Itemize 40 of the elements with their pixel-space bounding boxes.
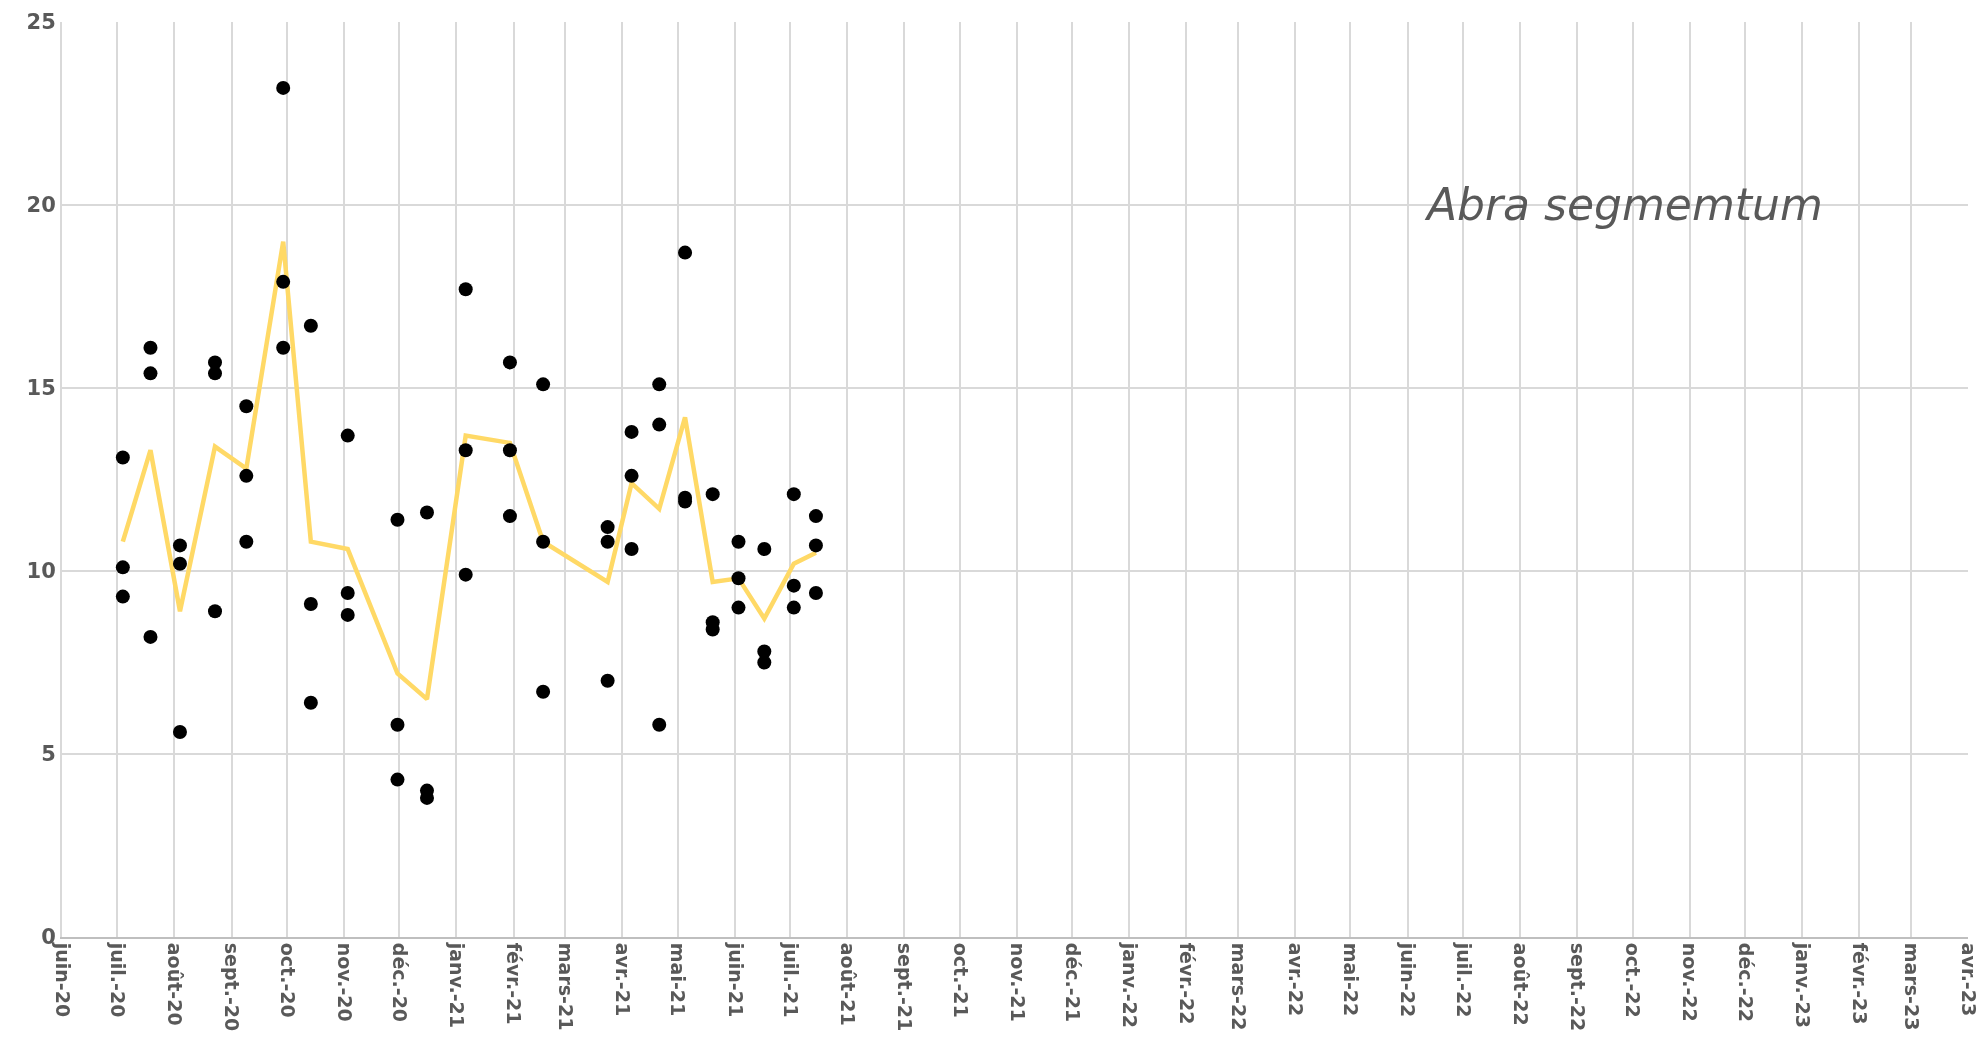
x-tick-label: sept.-21 bbox=[894, 942, 917, 1032]
x-tick-label: déc.-20 bbox=[389, 942, 412, 1023]
x-tick-label: janv.-21 bbox=[446, 941, 469, 1029]
x-tick-label: avr.-23 bbox=[1957, 942, 1980, 1017]
y-tick-label: 15 bbox=[26, 376, 56, 401]
x-tick-label: déc.-21 bbox=[1061, 942, 1084, 1023]
x-tick-label: mai-22 bbox=[1340, 942, 1363, 1017]
x-tick-label: févr.-21 bbox=[503, 942, 526, 1025]
x-tick-label: juil.-22 bbox=[1452, 941, 1475, 1018]
x-tick-label: août-22 bbox=[1509, 942, 1532, 1026]
y-tick-label: 5 bbox=[41, 742, 56, 767]
x-tick-label: nov.-20 bbox=[333, 942, 356, 1022]
x-tick-label: avr.-21 bbox=[612, 942, 635, 1017]
y-tick-label: 25 bbox=[26, 10, 56, 35]
x-tick-label: mai-21 bbox=[667, 942, 690, 1017]
x-tick-label: févr.-23 bbox=[1849, 942, 1872, 1025]
x-tick-label: déc.-22 bbox=[1734, 942, 1757, 1023]
x-tick-label: juin-22 bbox=[1397, 941, 1420, 1018]
x-tick-label: juin-21 bbox=[724, 941, 747, 1018]
x-tick-label: oct.-20 bbox=[276, 942, 299, 1018]
y-tick-label: 20 bbox=[26, 193, 56, 218]
y-tick-label: 10 bbox=[26, 559, 56, 584]
x-tick-label: nov.-22 bbox=[1679, 942, 1702, 1022]
x-tick-label: juil.-20 bbox=[107, 941, 130, 1018]
x-tick-label: août-20 bbox=[164, 942, 187, 1026]
x-tick-label: août-21 bbox=[837, 942, 860, 1026]
x-tick-label: sept.-22 bbox=[1567, 942, 1590, 1032]
x-tick-label: mars-21 bbox=[555, 942, 578, 1031]
x-tick-label: sept.-20 bbox=[221, 942, 244, 1032]
x-tick-label: mars-23 bbox=[1900, 942, 1923, 1031]
x-tick-label: juil.-21 bbox=[779, 941, 802, 1018]
annotation: Abra segmemtum bbox=[1424, 179, 1823, 230]
x-tick-label: nov.-21 bbox=[1006, 942, 1029, 1022]
x-tick-label: avr.-22 bbox=[1285, 942, 1308, 1017]
x-tick-label: oct.-22 bbox=[1622, 942, 1645, 1018]
x-tick-label: janv.-23 bbox=[1791, 941, 1814, 1029]
x-tick-label: mars-22 bbox=[1227, 942, 1250, 1031]
x-tick-label: janv.-22 bbox=[1119, 941, 1142, 1029]
x-tick-label: févr.-22 bbox=[1176, 942, 1199, 1025]
x-tick-label: oct.-21 bbox=[949, 942, 972, 1018]
